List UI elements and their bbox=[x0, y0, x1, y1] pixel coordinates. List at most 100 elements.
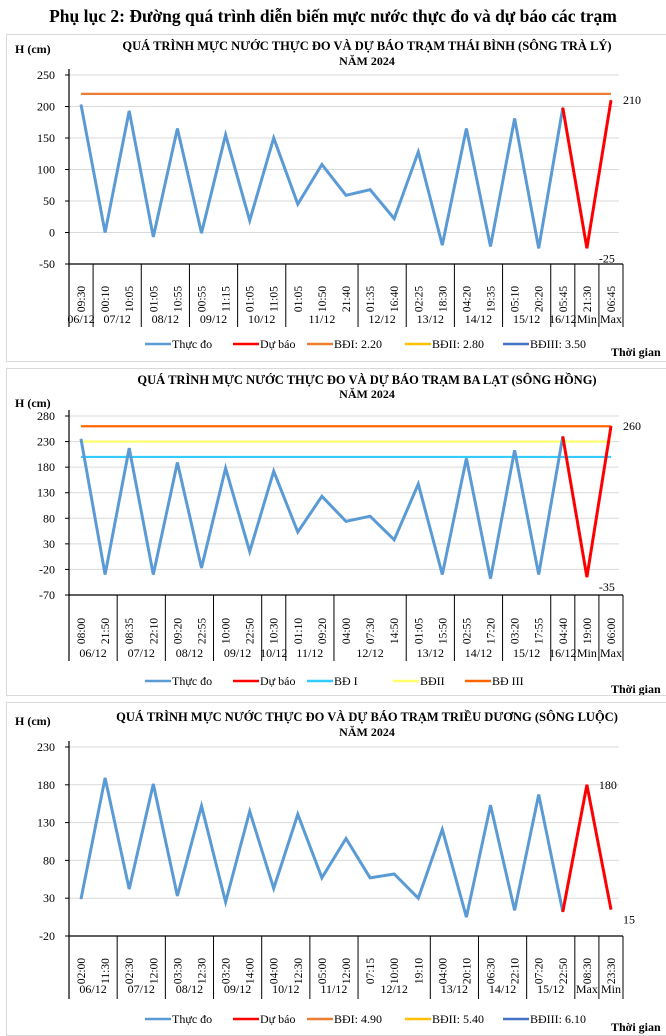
x-date-label: Min bbox=[577, 312, 597, 326]
data-point bbox=[80, 438, 82, 440]
data-point bbox=[345, 837, 347, 839]
y-tick-label: 130 bbox=[37, 486, 55, 500]
data-label: 180 bbox=[599, 778, 617, 792]
data-point bbox=[273, 137, 275, 139]
y-tick-label: 150 bbox=[37, 131, 55, 145]
x-time-label: 11:05 bbox=[269, 286, 281, 312]
data-point bbox=[225, 134, 227, 136]
x-date-label: 07/12 bbox=[104, 312, 131, 326]
data-point bbox=[441, 828, 443, 830]
x-time-label: 08:00 bbox=[76, 618, 88, 644]
x-time-label: 08:35 bbox=[124, 618, 136, 644]
x-date-label: 09/12 bbox=[224, 646, 251, 660]
data-point bbox=[417, 483, 419, 485]
x-axis-label: Thời gian bbox=[611, 345, 661, 359]
x-date-label: 14/12 bbox=[489, 982, 516, 996]
data-point bbox=[562, 911, 564, 913]
data-point bbox=[610, 99, 612, 101]
legend-label: BĐIII: 6.10 bbox=[530, 1012, 586, 1026]
x-date-label: 10/12 bbox=[248, 312, 275, 326]
data-point bbox=[538, 247, 540, 249]
x-date-label: 10/12 bbox=[260, 646, 287, 660]
series-line-forecast bbox=[561, 784, 613, 913]
x-time-label: 01:10 bbox=[293, 618, 305, 644]
data-point bbox=[538, 574, 540, 576]
chart-trieu-duong: QUÁ TRÌNH MỰC NƯỚC THỰC ĐO VÀ DỰ BÁO TRẠ… bbox=[6, 702, 666, 1036]
data-point bbox=[321, 163, 323, 165]
data-point bbox=[369, 515, 371, 517]
chart-title: QUÁ TRÌNH MỰC NƯỚC THỰC ĐO VÀ DỰ BÁO TRẠ… bbox=[122, 39, 611, 53]
chart-thai-binh: QUÁ TRÌNH MỰC NƯỚC THỰC ĐO VÀ DỰ BÁO TRẠ… bbox=[6, 34, 666, 362]
y-tick-label: 180 bbox=[37, 778, 55, 792]
y-tick-label: 280 bbox=[37, 409, 55, 423]
y-tick-label: 80 bbox=[43, 853, 55, 867]
y-axis-label: H (cm) bbox=[15, 714, 51, 728]
x-time-label: 01:05 bbox=[413, 618, 425, 644]
data-point bbox=[586, 784, 588, 786]
y-tick-label: 200 bbox=[37, 100, 55, 114]
x-date-label: 12/12 bbox=[368, 312, 395, 326]
legend-label: BĐIII: 3.50 bbox=[530, 337, 586, 351]
x-time-label: 22:10 bbox=[148, 618, 160, 644]
data-point bbox=[128, 447, 130, 449]
data-point bbox=[345, 520, 347, 522]
y-tick-label: 0 bbox=[49, 226, 55, 240]
legend-label: Dự báo bbox=[260, 337, 296, 351]
x-date-label: 08/12 bbox=[176, 646, 203, 660]
x-date-label: 12/12 bbox=[381, 982, 408, 996]
x-time-label: 10:00 bbox=[221, 618, 233, 644]
x-time-label: 02:25 bbox=[413, 286, 425, 312]
x-time-label: 04:00 bbox=[341, 618, 353, 644]
x-date-label: 13/12 bbox=[417, 312, 444, 326]
series-line-forecast bbox=[561, 99, 613, 249]
x-time-label: 20:10 bbox=[461, 958, 473, 984]
data-point bbox=[441, 574, 443, 576]
data-point bbox=[297, 813, 299, 815]
data-point bbox=[297, 531, 299, 533]
x-date-label: 07/12 bbox=[128, 646, 155, 660]
x-time-label: 05:10 bbox=[510, 286, 522, 312]
x-time-label: 17:20 bbox=[486, 618, 498, 644]
legend-label: Thực đo bbox=[172, 1012, 212, 1026]
data-point bbox=[249, 551, 251, 553]
x-time-label: 14:00 bbox=[245, 958, 257, 984]
x-time-label: 10:05 bbox=[124, 286, 136, 312]
x-time-label: 19:00 bbox=[582, 618, 594, 644]
data-point bbox=[610, 909, 612, 911]
x-time-label: 21:40 bbox=[341, 286, 353, 312]
x-date-label: 09/12 bbox=[200, 312, 227, 326]
series-line-observed bbox=[79, 777, 565, 918]
legend-label: Thực đo bbox=[172, 674, 212, 688]
x-time-label: 22:50 bbox=[558, 958, 570, 984]
x-time-label: 09:20 bbox=[172, 618, 184, 644]
data-point bbox=[514, 909, 516, 911]
x-time-label: 04:00 bbox=[269, 958, 281, 984]
x-time-label: 07:20 bbox=[534, 958, 546, 984]
legend-label: BĐII bbox=[420, 674, 445, 688]
data-point bbox=[225, 901, 227, 903]
data-point bbox=[104, 232, 106, 233]
x-time-label: 05:45 bbox=[558, 286, 570, 312]
data-point bbox=[562, 107, 564, 109]
x-time-label: 02:30 bbox=[124, 958, 136, 984]
data-point bbox=[610, 425, 612, 427]
y-tick-label: 80 bbox=[43, 511, 55, 525]
x-date-label: 14/12 bbox=[465, 646, 492, 660]
data-point bbox=[176, 128, 178, 130]
data-point bbox=[490, 245, 492, 247]
data-point bbox=[128, 110, 130, 112]
x-date-label: 16/12 bbox=[549, 646, 576, 660]
x-date-label: 11/12 bbox=[321, 982, 348, 996]
x-time-label: 19:35 bbox=[486, 286, 498, 312]
x-date-label: 08/12 bbox=[152, 312, 179, 326]
legend-label: BĐ I bbox=[334, 674, 358, 688]
page-title: Phụ lục 2: Đường quá trình diễn biến mực… bbox=[49, 6, 617, 26]
data-point bbox=[249, 810, 251, 812]
x-axis-label: Thời gian bbox=[611, 682, 661, 695]
data-point bbox=[200, 567, 202, 569]
legend-label: BĐI: 2.20 bbox=[334, 337, 382, 351]
legend-label: BĐ III bbox=[492, 674, 524, 688]
y-tick-label: 230 bbox=[37, 740, 55, 754]
x-time-label: 02:00 bbox=[76, 958, 88, 984]
data-point bbox=[393, 539, 395, 541]
